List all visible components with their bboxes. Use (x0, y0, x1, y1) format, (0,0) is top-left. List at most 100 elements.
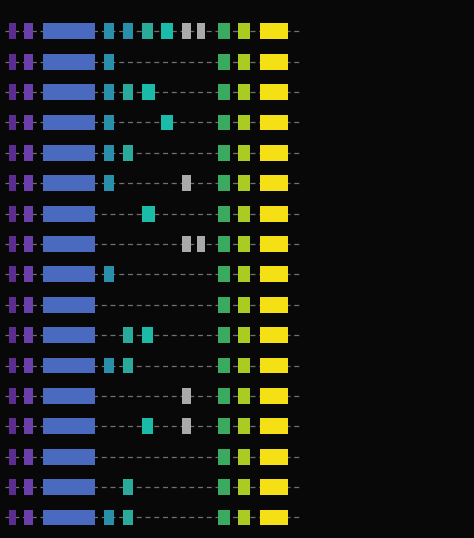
Bar (24, 145, 33, 161)
Bar (238, 388, 250, 404)
Bar (238, 266, 250, 282)
Bar (182, 175, 191, 191)
Bar (43, 266, 95, 282)
Bar (9, 115, 16, 130)
Bar (43, 297, 95, 313)
Bar (123, 358, 133, 373)
Bar (142, 24, 153, 39)
Bar (218, 297, 230, 313)
Bar (238, 115, 250, 130)
Bar (260, 54, 288, 69)
Bar (43, 54, 95, 69)
Bar (260, 479, 288, 495)
Bar (9, 84, 16, 100)
Bar (123, 145, 133, 161)
Bar (218, 236, 230, 252)
Bar (104, 509, 114, 525)
Bar (260, 24, 288, 39)
Bar (218, 266, 230, 282)
Bar (238, 84, 250, 100)
Bar (238, 175, 250, 191)
Bar (43, 479, 95, 495)
Bar (43, 449, 95, 465)
Bar (142, 84, 155, 100)
Bar (260, 236, 288, 252)
Bar (123, 327, 133, 343)
Bar (123, 479, 133, 495)
Bar (9, 449, 16, 465)
Bar (182, 388, 191, 404)
Bar (43, 206, 95, 222)
Bar (104, 175, 114, 191)
Bar (260, 145, 288, 161)
Bar (9, 509, 16, 525)
Bar (24, 327, 33, 343)
Bar (260, 449, 288, 465)
Bar (182, 236, 191, 252)
Bar (9, 297, 16, 313)
Bar (218, 24, 230, 39)
Bar (142, 419, 153, 434)
Bar (24, 266, 33, 282)
Bar (9, 419, 16, 434)
Bar (24, 479, 33, 495)
Bar (218, 175, 230, 191)
Bar (9, 236, 16, 252)
Bar (182, 24, 191, 39)
Bar (24, 509, 33, 525)
Bar (123, 509, 133, 525)
Bar (24, 449, 33, 465)
Bar (43, 84, 95, 100)
Bar (9, 24, 16, 39)
Bar (9, 266, 16, 282)
Bar (260, 509, 288, 525)
Bar (43, 509, 95, 525)
Bar (218, 509, 230, 525)
Bar (104, 24, 114, 39)
Bar (218, 449, 230, 465)
Bar (43, 358, 95, 373)
Bar (9, 54, 16, 69)
Bar (24, 175, 33, 191)
Bar (43, 175, 95, 191)
Bar (24, 236, 33, 252)
Bar (9, 175, 16, 191)
Bar (24, 297, 33, 313)
Bar (182, 419, 191, 434)
Bar (9, 358, 16, 373)
Bar (260, 266, 288, 282)
Bar (123, 84, 133, 100)
Bar (218, 479, 230, 495)
Bar (260, 388, 288, 404)
Bar (9, 479, 16, 495)
Bar (24, 115, 33, 130)
Bar (218, 115, 230, 130)
Bar (43, 327, 95, 343)
Bar (104, 84, 114, 100)
Bar (9, 145, 16, 161)
Bar (104, 145, 114, 161)
Bar (218, 84, 230, 100)
Bar (104, 54, 114, 69)
Bar (142, 206, 155, 222)
Bar (260, 358, 288, 373)
Bar (104, 358, 114, 373)
Bar (238, 236, 250, 252)
Bar (238, 327, 250, 343)
Bar (218, 206, 230, 222)
Bar (260, 84, 288, 100)
Bar (238, 24, 250, 39)
Bar (142, 327, 153, 343)
Bar (260, 115, 288, 130)
Bar (238, 54, 250, 69)
Bar (9, 206, 16, 222)
Bar (9, 388, 16, 404)
Bar (218, 388, 230, 404)
Bar (43, 388, 95, 404)
Bar (104, 115, 114, 130)
Bar (43, 236, 95, 252)
Bar (238, 297, 250, 313)
Bar (260, 175, 288, 191)
Bar (238, 509, 250, 525)
Bar (218, 145, 230, 161)
